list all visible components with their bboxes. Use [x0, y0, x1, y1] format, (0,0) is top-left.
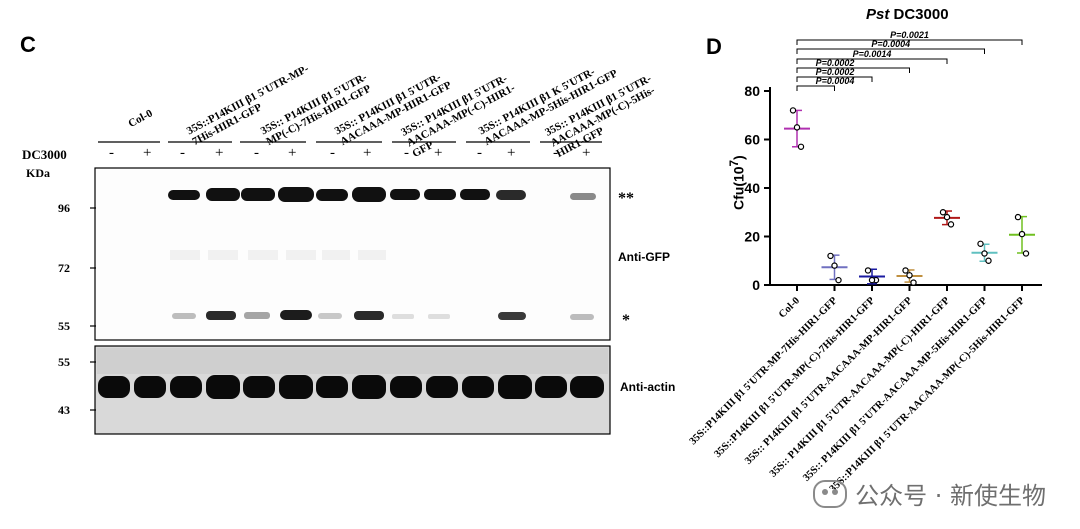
watermark-text: 公众号 · 新使生物: [855, 482, 1046, 510]
chart-title: Pst DC3000: [866, 6, 949, 23]
plus-sign: +: [215, 145, 224, 161]
minus-sign: -: [477, 145, 482, 161]
plus-sign: +: [288, 145, 297, 161]
minus-sign: -: [404, 145, 409, 161]
y-tick-label: 60: [744, 132, 760, 148]
plus-sign: +: [507, 145, 516, 161]
significance-bracket: [796, 48, 985, 54]
data-point: [947, 221, 955, 228]
plus-sign: +: [582, 145, 591, 161]
actin-bands: [98, 375, 604, 399]
chart-title-rest: DC3000: [889, 6, 949, 23]
data-point: [793, 124, 801, 131]
data-point: [864, 267, 872, 274]
minus-sign: -: [109, 145, 114, 161]
y-tick-label: 40: [744, 180, 760, 196]
y-tick-label: 80: [744, 83, 760, 99]
data-point: [910, 279, 917, 286]
p-value-label: P=0.0021: [890, 30, 929, 40]
gfp-fusion-bands: [168, 187, 596, 202]
anti-gfp-label: Anti-GFP: [618, 250, 670, 264]
single-star: *: [622, 312, 630, 329]
x-tick-label: 35S:: P14KIII β1 5'UTR-AACAAA-MP-HIR1-GF…: [743, 295, 915, 467]
data-point: [1018, 230, 1026, 238]
marker-72: 72: [58, 261, 70, 275]
gfp-degradation-bands: [172, 310, 594, 320]
double-star: **: [618, 190, 634, 207]
minus-sign: -: [180, 145, 185, 161]
anti-actin-label: Anti-actin: [620, 380, 676, 394]
marker-55: 55: [58, 319, 70, 333]
kda-label: KDa: [26, 166, 50, 180]
data-point: [1022, 250, 1030, 257]
panel-d-letter: D: [706, 34, 722, 59]
data-point: [831, 262, 838, 269]
data-point: [906, 272, 913, 279]
minus-sign: -: [330, 145, 335, 161]
significance-bracket: [796, 67, 910, 73]
marker-43: 43: [58, 403, 70, 417]
y-tick-label: 0: [752, 277, 760, 293]
plus-sign: +: [143, 145, 152, 161]
data-point: [939, 209, 947, 216]
x-tick-label: 35S:: P14KIII β1 5'UTR-AACAAA-MP(-C)-HIR…: [768, 295, 953, 480]
y-tick-label: 20: [744, 229, 760, 245]
plus-sign: +: [363, 145, 372, 161]
data-point: [943, 213, 951, 221]
significance-bracket: [796, 58, 948, 64]
data-point: [868, 276, 876, 284]
plus-sign: +: [434, 145, 443, 161]
minus-sign: -: [553, 145, 558, 161]
minus-sign: -: [254, 145, 259, 161]
data-point: [827, 252, 834, 260]
data-point: [902, 267, 909, 274]
p-value-label: P=0.0004: [871, 39, 910, 49]
watermark: 公众号 · 新使生物: [813, 476, 1046, 511]
p-value-label: P=0.0014: [853, 49, 892, 59]
significance-bracket: [796, 76, 873, 82]
data-point: [797, 143, 805, 150]
western-blot: [90, 141, 611, 435]
data-point: [981, 250, 988, 257]
significance-bracket: [796, 85, 835, 91]
x-tick-label: Col-0: [777, 295, 802, 320]
chart-title-italic: Pst: [866, 6, 890, 23]
data-point: [835, 276, 842, 284]
marker-96: 96: [58, 201, 70, 215]
panel-c-letter: C: [20, 32, 36, 57]
data-point: [977, 240, 984, 247]
p-value-label: P=0.0004: [816, 76, 855, 86]
treatment-label: DC3000: [22, 147, 67, 162]
wechat-icon: [813, 479, 848, 508]
data-point: [985, 257, 992, 264]
data-point: [1014, 213, 1022, 221]
significance-bracket: [796, 39, 1023, 45]
data-point: [789, 107, 797, 114]
p-value-label: P=0.0002: [816, 58, 855, 68]
p-value-label: P=0.0002: [816, 67, 855, 77]
x-tick-label: 35S:: P14KIII β1 5'UTR-AACAAA-MP-5His-HI…: [801, 295, 990, 484]
marker-55-actin: 55: [58, 355, 70, 369]
